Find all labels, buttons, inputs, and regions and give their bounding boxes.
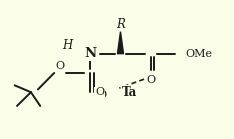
Text: H: H bbox=[62, 39, 72, 52]
Text: R: R bbox=[116, 18, 125, 31]
Text: O: O bbox=[97, 90, 106, 100]
Text: OMe: OMe bbox=[185, 49, 212, 59]
Text: Ta: Ta bbox=[122, 86, 137, 99]
Text: O: O bbox=[55, 61, 65, 71]
Polygon shape bbox=[117, 32, 124, 54]
Text: O: O bbox=[95, 87, 104, 97]
Text: N: N bbox=[84, 47, 96, 60]
Text: O: O bbox=[146, 75, 155, 85]
